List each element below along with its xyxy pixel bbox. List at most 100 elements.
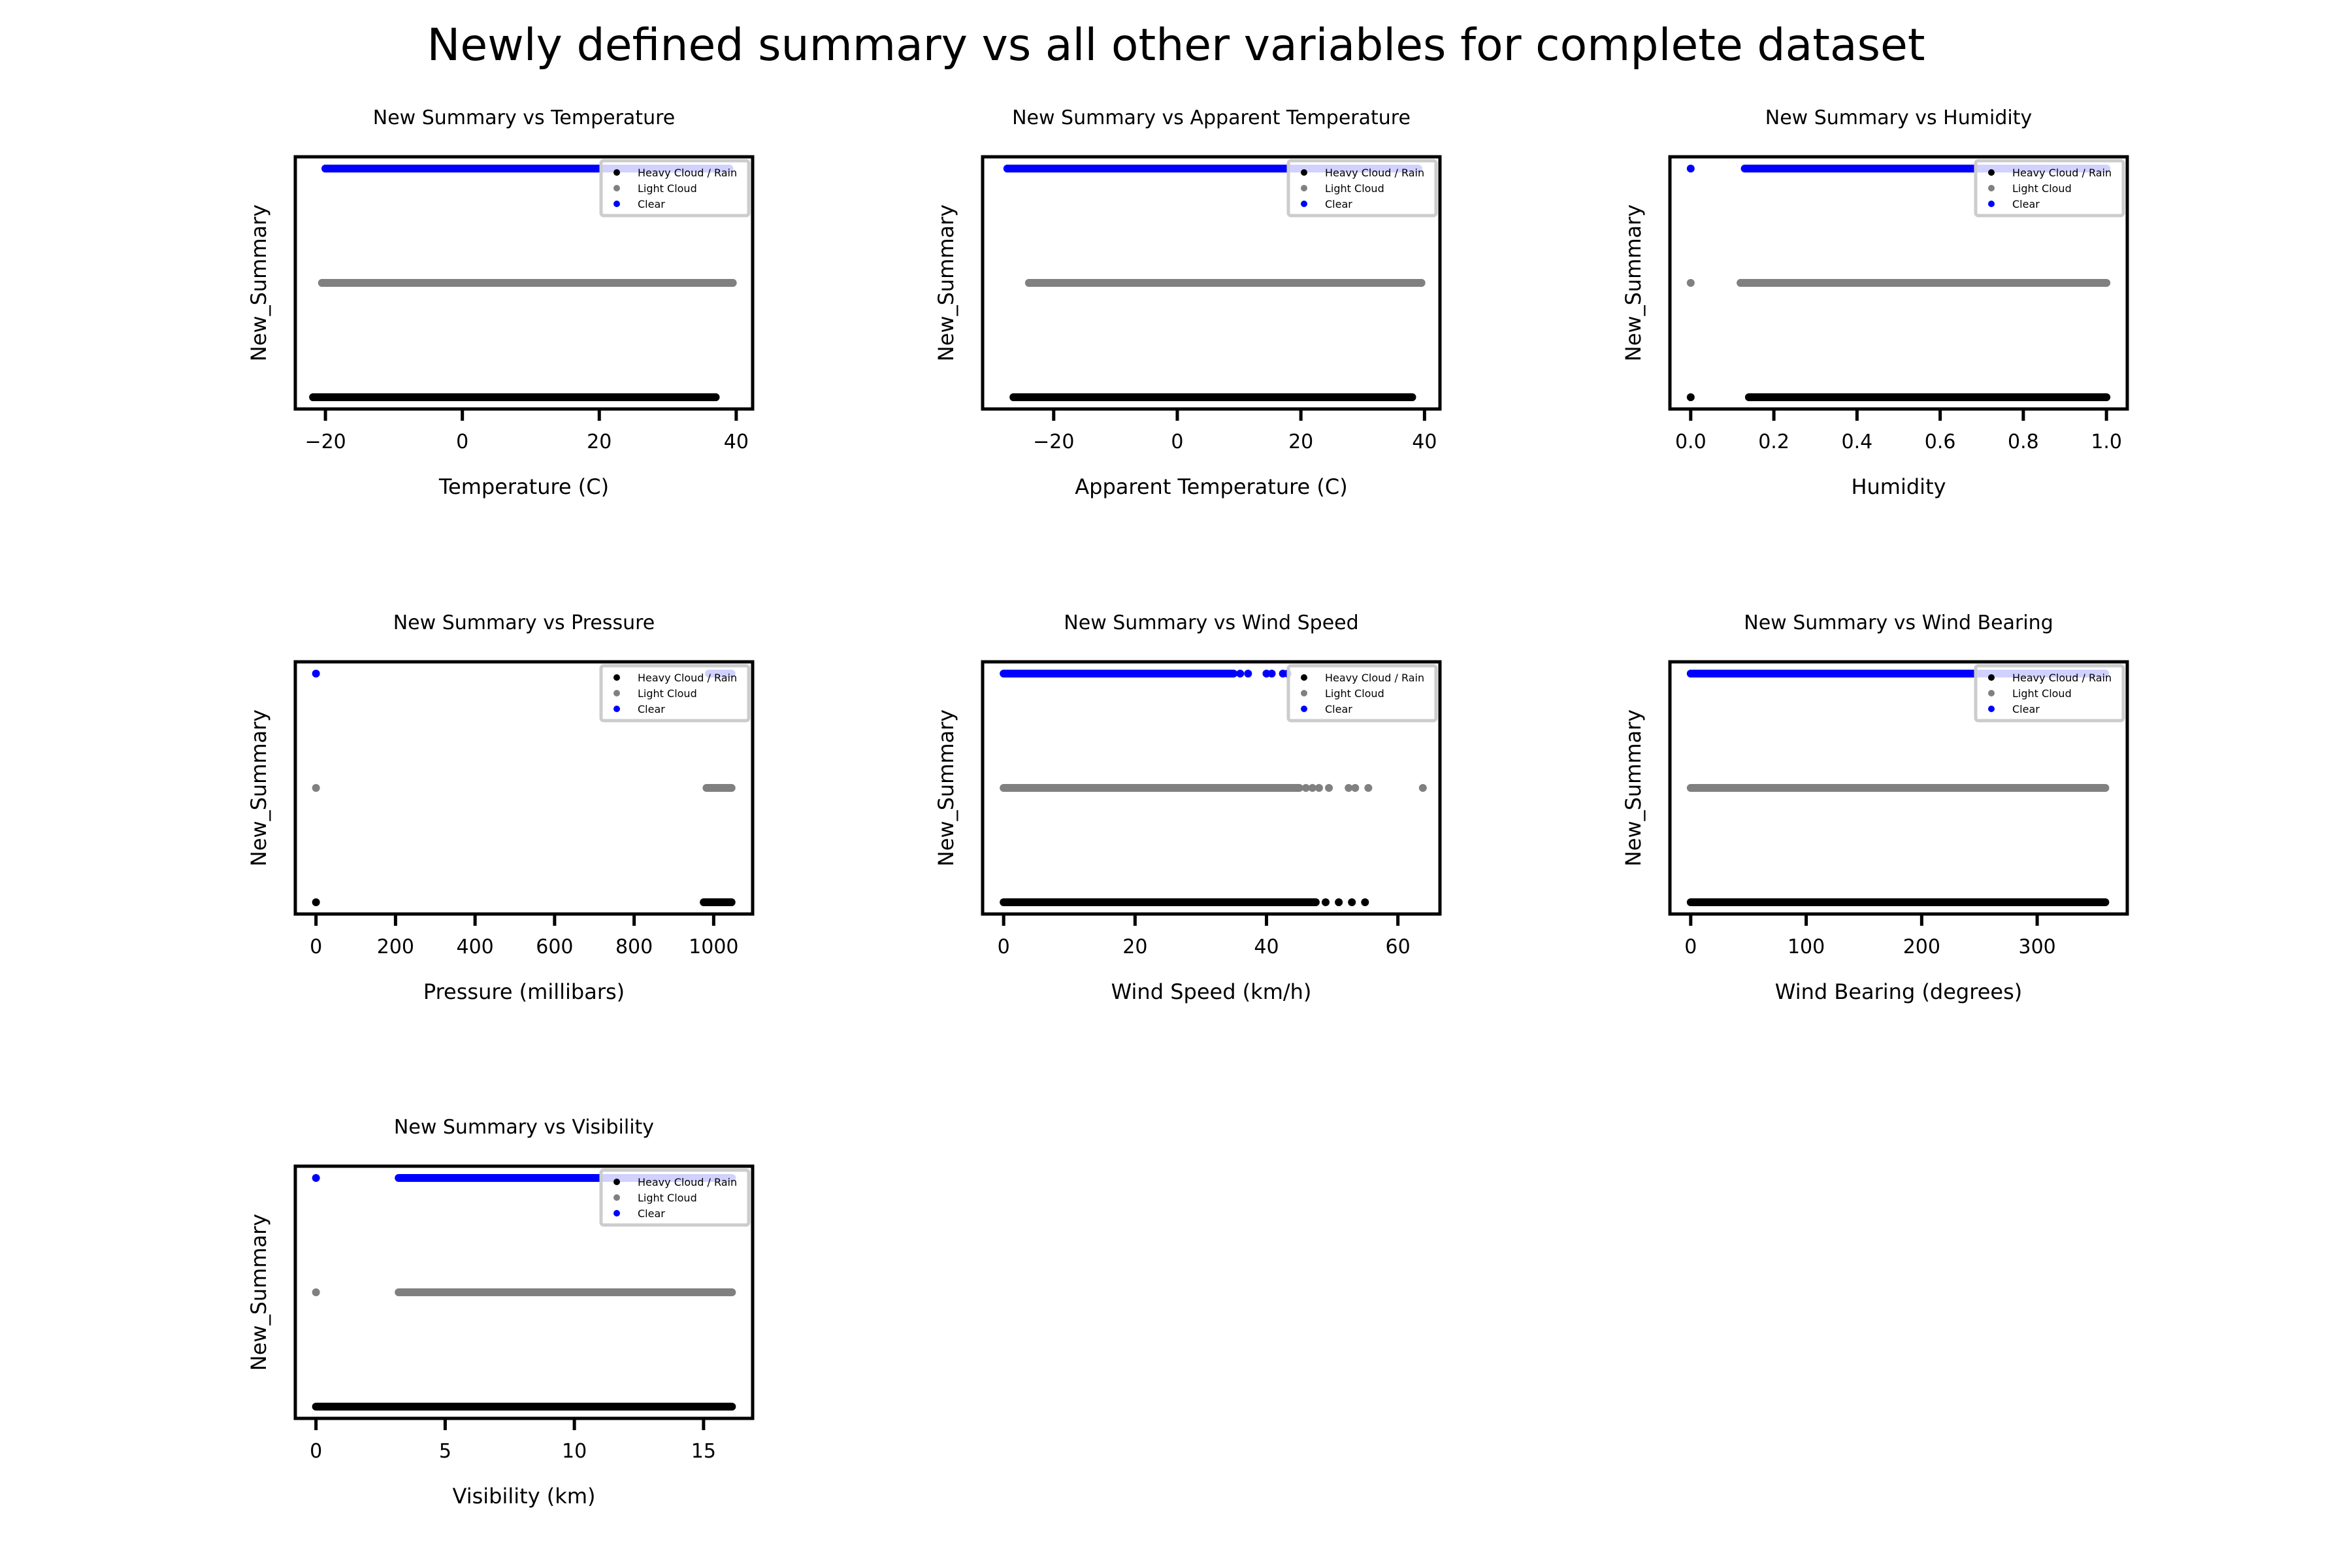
x-tick-label: 800 [615,936,653,958]
x-axis-label: Apparent Temperature (C) [1075,474,1347,499]
scatter-points [1000,670,1427,906]
x-tick-label: 20 [587,431,612,453]
x-tick-label: 400 [456,936,493,958]
scatter-point [1408,279,1416,287]
x-tick-label: 200 [377,936,414,958]
subplot-6: New Summary vs Wind Bearing 0 100 200 300 Win… [1621,612,2129,1004]
subplot-title: New Summary vs Wind Bearing [1744,612,2053,634]
legend-box [1974,664,2125,723]
legend-entry: Light Cloud [1325,687,1384,700]
legend-marker [613,1179,620,1185]
x-tick-label: 0.6 [1925,431,1956,453]
subplot-4: New Summary vs Pressure 0 200 400 600 800 1000… [246,612,755,1004]
legend: Heavy Cloud / Rain Light Cloud Clear [599,1168,751,1227]
scatter-point [1418,784,1427,792]
legend: Heavy Cloud / Rain Light Cloud Clear [1974,159,2125,218]
plot-frame [981,155,1442,411]
plot-frame [1668,660,2129,916]
x-tick-label: 0 [456,431,468,453]
x-tick-label: 0.0 [1675,431,1707,453]
scatter-point [312,898,320,906]
x-axis-label: Humidity [1851,474,1946,499]
legend-marker [1988,169,1995,176]
scatter-point [1325,784,1333,792]
x-tick-label: 600 [536,936,573,958]
x-tick-label: 20 [1122,936,1147,958]
scatter-point [1351,784,1360,792]
y-axis-label: New_Summary [246,204,271,361]
plot-frame [293,660,755,916]
legend-entry: Clear [1325,703,1352,715]
scatter-point [1034,279,1043,287]
legend-entry: Light Cloud [2012,687,2072,700]
scatter-point [1348,898,1356,906]
scatter-point [1737,279,1745,287]
x-tick-label: 40 [1254,936,1279,958]
x-tick-label: 0 [310,1440,322,1463]
legend-marker [1988,706,1995,712]
legend-marker [1301,201,1307,207]
scatter-point [718,279,727,287]
scatter-point [1019,393,1027,401]
legend-entry: Heavy Cloud / Rain [1325,672,1424,684]
scatter-point [1244,670,1252,678]
scatter-point [1686,393,1695,401]
legend-marker [1301,706,1307,712]
scatter-point [338,165,347,172]
legend-entry: Clear [638,1207,665,1220]
legend: Heavy Cloud / Rain Light Cloud Clear [1974,664,2125,723]
subplot-2: New Summary vs Apparent Temperature −20 0 2… [934,106,1442,499]
scatter-point [1236,670,1245,678]
scatter-point [1345,784,1353,792]
subplot-title: New Summary vs Wind Speed [1064,612,1358,634]
legend-marker [613,674,620,681]
subplot-1: New Summary vs Temperature −20 0 20 40 Temper… [246,106,755,499]
x-axis-label: Wind Bearing (degrees) [1775,979,2022,1004]
legend-entry: Clear [2012,198,2040,210]
scatter-point [1399,393,1407,401]
scatter-point [318,279,326,287]
subplot-title: New Summary vs Temperature [373,106,675,129]
x-tick-label: 20 [1288,431,1313,453]
x-tick-label: 0.4 [1842,431,1873,453]
x-tick-label: 100 [1788,936,1825,958]
x-tick-label: 40 [1412,431,1437,453]
subplot-title: New Summary vs Visibility [394,1116,654,1139]
legend-marker [613,169,620,176]
scatter-point [1028,165,1036,172]
scatter-point [345,165,353,172]
legend-marker [613,201,620,207]
x-axis-label: Visibility (km) [453,1484,596,1509]
legend-entry: Clear [638,703,665,715]
y-axis-label: New_Summary [934,710,958,866]
legend: Heavy Cloud / Rain Light Cloud Clear [599,159,751,218]
scatter-point [1267,670,1276,678]
scatter-point [1022,165,1030,172]
x-tick-label: −20 [1033,431,1074,453]
scatter-point [1003,165,1011,172]
legend-marker [1988,201,1995,207]
legend-entry: Heavy Cloud / Rain [2012,167,2112,179]
legend-marker [613,706,620,712]
scatter-point [335,393,344,401]
scatter-point [321,393,330,401]
legend: Heavy Cloud / Rain Light Cloud Clear [599,664,751,723]
subplot-title: New Summary vs Apparent Temperature [1012,106,1411,129]
scatter-point [1034,165,1043,172]
legend-marker [1988,674,1995,681]
scatter-point [1408,393,1416,401]
legend-marker [1301,690,1307,696]
legend-box [1286,159,1438,218]
x-tick-label: 15 [691,1440,716,1463]
legend-box [599,159,751,218]
subplot-3: New Summary vs Humidity 0.0 0.2 0.4 0.6 0.8 1.… [1621,106,2129,499]
scatter-point [1686,165,1695,172]
scatter-point [694,393,703,401]
legend-marker [1301,674,1307,681]
plot-frame [1668,155,2129,411]
scatter-point [1301,784,1310,792]
legend-entry: Heavy Cloud / Rain [638,672,737,684]
legend-marker [1301,185,1307,191]
legend-entry: Light Cloud [638,1192,697,1204]
